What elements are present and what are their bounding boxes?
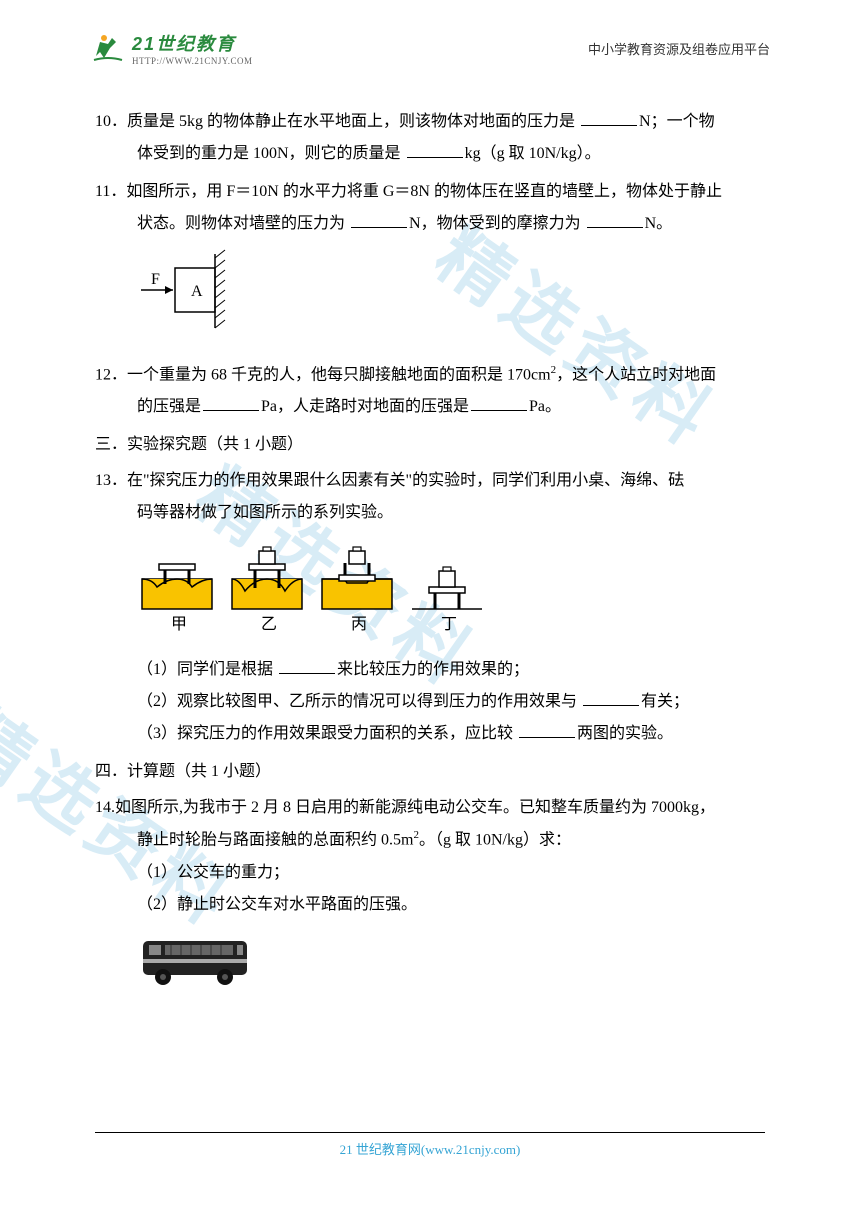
q11-text: N。 bbox=[645, 215, 673, 232]
question-11: 11．如图所示，用 F＝10N 的水平力将重 G＝8N 的物体压在竖直的墙壁上，… bbox=[95, 176, 765, 353]
page-header: 21世纪教育 HTTP://WWW.21CNJY.COM 中小学教育资源及组卷应… bbox=[0, 0, 860, 76]
header-right-text: 中小学教育资源及组卷应用平台 bbox=[588, 39, 770, 58]
q11-text: 11．如图所示，用 F＝10N 的水平力将重 G＝8N 的物体压在竖直的墙壁上，… bbox=[95, 176, 765, 208]
logo: 21世纪教育 HTTP://WWW.21CNJY.COM bbox=[90, 30, 253, 66]
q10-text: 10．质量是 5kg 的物体静止在水平地面上，则该物体对地面的压力是 bbox=[95, 113, 579, 130]
q10-text: kg（g 取 10N/kg）。 bbox=[465, 145, 601, 162]
q10-text: 体受到的重力是 100N，则它的质量是 bbox=[137, 145, 405, 162]
force-label: F bbox=[151, 271, 160, 288]
q12-text: 12．一个重量为 68 千克的人，他每只脚接触地面的面积是 170cm bbox=[95, 366, 551, 383]
q14-sub1: （1）公交车的重力； bbox=[95, 857, 765, 889]
q12-text: Pa。 bbox=[529, 398, 561, 415]
figure-q14-bus bbox=[137, 929, 257, 989]
q13-sub3: 两图的实验。 bbox=[577, 725, 673, 742]
blank bbox=[407, 140, 463, 158]
q11-text: N，物体受到的摩擦力为 bbox=[409, 215, 585, 232]
q13-text: 码等器材做了如图所示的系列实验。 bbox=[95, 497, 765, 529]
blank bbox=[583, 688, 639, 706]
blank bbox=[203, 393, 259, 411]
page-footer: 21 世纪教育网(www.21cnjy.com) bbox=[95, 1132, 765, 1158]
question-10: 10．质量是 5kg 的物体静止在水平地面上，则该物体对地面的压力是 N；一个物… bbox=[95, 106, 765, 170]
q11-text: 状态。则物体对墙壁的压力为 bbox=[137, 215, 349, 232]
blank bbox=[471, 393, 527, 411]
q12-text: Pa，人走路时对地面的压强是 bbox=[261, 398, 469, 415]
question-14: 14.如图所示,为我市于 2 月 8 日启用的新能源纯电动公交车。已知整车质量约… bbox=[95, 792, 765, 1000]
q13-text: 13．在"探究压力的作用效果跟什么因素有关"的实验时，同学们利用小桌、海绵、砝 bbox=[95, 465, 765, 497]
q13-sub2: （2）观察比较图甲、乙所示的情况可以得到压力的作用效果与 bbox=[137, 693, 581, 710]
q13-sub1: （1）同学们是根据 bbox=[137, 661, 277, 678]
q12-text: 的压强是 bbox=[137, 398, 201, 415]
logo-cn: 21世纪教育 bbox=[132, 30, 253, 56]
content: 10．质量是 5kg 的物体静止在水平地面上，则该物体对地面的压力是 N；一个物… bbox=[0, 76, 860, 1001]
q14-text: 静止时轮胎与路面接触的总面积约 0.5m bbox=[137, 832, 413, 849]
q14-sub2: （2）静止时公交车对水平路面的压强。 bbox=[95, 889, 765, 921]
svg-text:丁: 丁 bbox=[441, 616, 457, 633]
blank bbox=[279, 656, 335, 674]
blank bbox=[351, 210, 407, 228]
section-4-head: 四．计算题（共 1 小题） bbox=[95, 756, 765, 788]
blank bbox=[587, 210, 643, 228]
svg-text:乙: 乙 bbox=[261, 616, 277, 633]
q13-sub1: 来比较压力的作用效果的； bbox=[337, 661, 529, 678]
q14-text: 14.如图所示,为我市于 2 月 8 日启用的新能源纯电动公交车。已知整车质量约… bbox=[95, 792, 765, 824]
logo-url: HTTP://WWW.21CNJY.COM bbox=[132, 56, 253, 66]
logo-text: 21世纪教育 HTTP://WWW.21CNJY.COM bbox=[132, 30, 253, 66]
svg-text:丙: 丙 bbox=[351, 616, 367, 633]
figure-q11: F A bbox=[137, 248, 247, 333]
q13-sub3: （3）探究压力的作用效果跟受力面积的关系，应比较 bbox=[137, 725, 517, 742]
q14-text: 。（g 取 10N/kg）求： bbox=[419, 832, 571, 849]
q13-sub2: 有关； bbox=[641, 693, 689, 710]
footer-text: 21 世纪教育网(www.21cnjy.com) bbox=[340, 1142, 521, 1157]
figure-q13: 甲 乙 丙 bbox=[137, 539, 497, 634]
blank bbox=[519, 720, 575, 738]
svg-text:甲: 甲 bbox=[171, 616, 187, 633]
logo-icon bbox=[90, 30, 126, 66]
section-3-head: 三．实验探究题（共 1 小题） bbox=[95, 429, 765, 461]
blank bbox=[581, 108, 637, 126]
q12-text: ，这个人站立时对地面 bbox=[556, 366, 716, 383]
question-12: 12．一个重量为 68 千克的人，他每只脚接触地面的面积是 170cm2，这个人… bbox=[95, 359, 765, 423]
q10-text: N；一个物 bbox=[639, 113, 715, 130]
block-label: A bbox=[191, 283, 203, 300]
question-13: 13．在"探究压力的作用效果跟什么因素有关"的实验时，同学们利用小桌、海绵、砝 … bbox=[95, 465, 765, 750]
